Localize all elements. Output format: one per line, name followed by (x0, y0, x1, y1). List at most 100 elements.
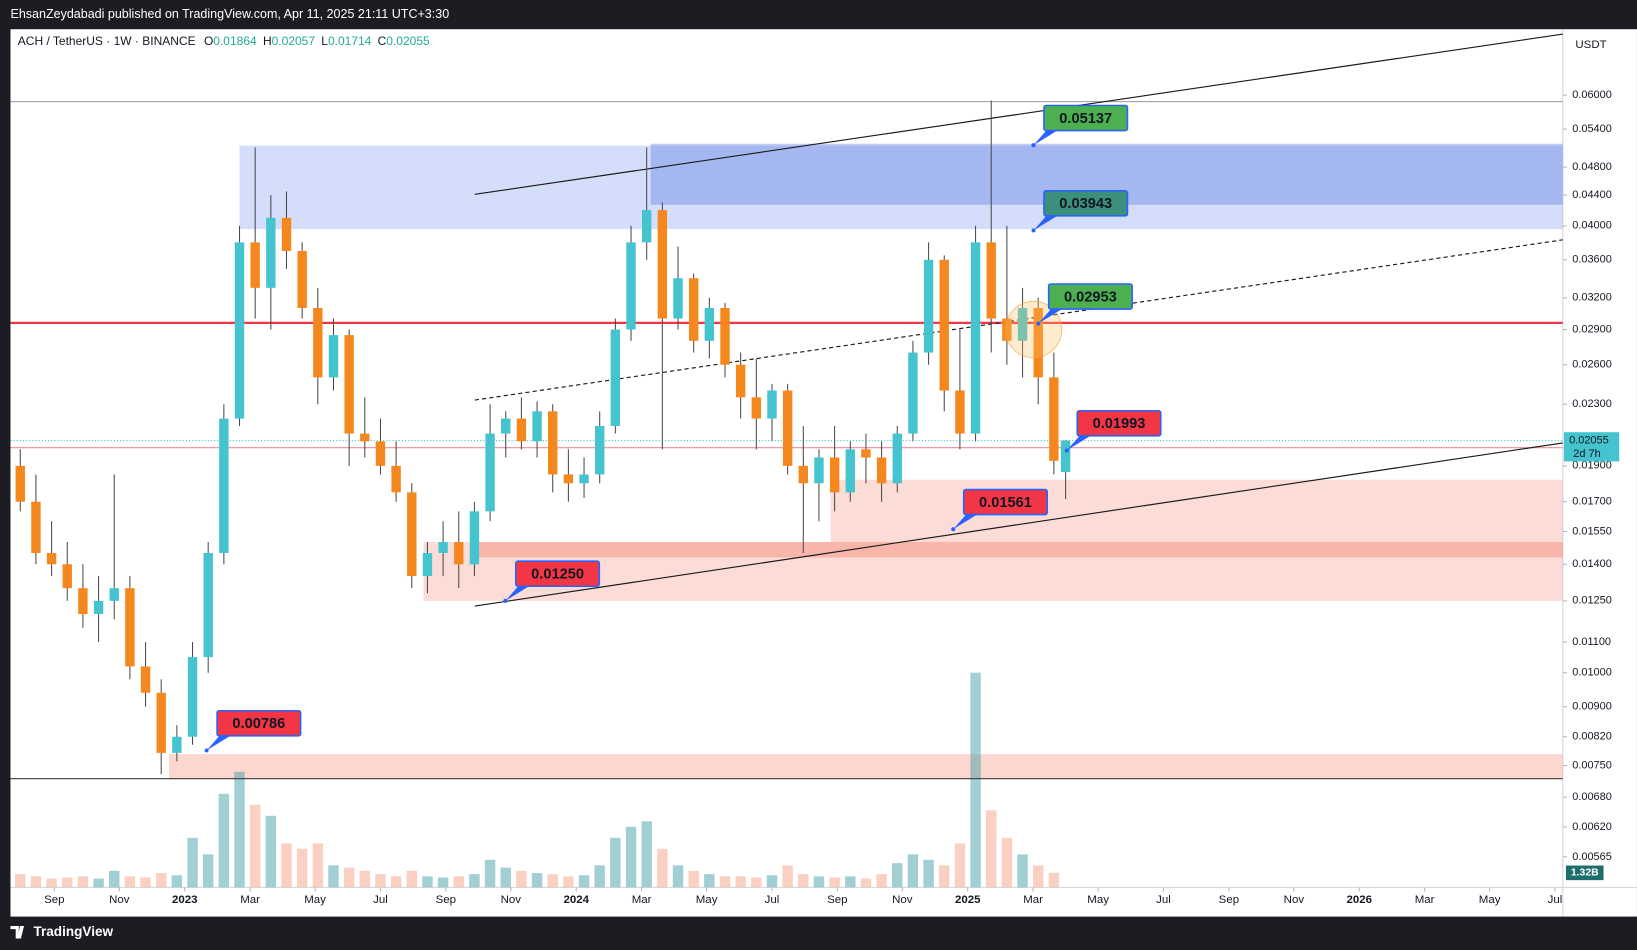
price-tag (1563, 432, 1620, 462)
volume-bar (735, 876, 746, 888)
volume-bar (422, 876, 433, 888)
zone (830, 479, 1563, 543)
candle-body (861, 449, 871, 458)
currency-unit: USDT (1575, 39, 1606, 51)
volume-bar (939, 865, 950, 888)
candle-body (485, 433, 495, 512)
candle-body (1060, 440, 1071, 473)
candle-body (845, 449, 855, 493)
volume-bar (500, 867, 511, 888)
volume-bar (876, 874, 887, 888)
y-tick-label: 0.02600 (1572, 359, 1612, 371)
callout-label: 0.01993 (1093, 416, 1146, 432)
volume-bar (249, 804, 261, 888)
volume-bar (359, 870, 371, 888)
volume-bar (453, 876, 464, 888)
y-tick-label: 0.00565 (1572, 851, 1612, 863)
volume-bar (625, 826, 637, 888)
volume-bar (296, 848, 308, 888)
volume-bar (923, 859, 934, 888)
volume-bar (704, 874, 715, 888)
legend-key: H (263, 34, 272, 48)
y-tick-label: 0.01550 (1572, 525, 1612, 537)
candle-body (156, 692, 166, 753)
y-tick-label: 0.02900 (1572, 323, 1612, 335)
callout-anchor (1064, 448, 1069, 453)
candle-body (360, 433, 370, 442)
candle-body (15, 465, 25, 502)
legend-value: 0.02057 (272, 34, 316, 48)
legend-value: 0.01864 (213, 34, 257, 48)
y-tick-label: 0.01100 (1572, 636, 1611, 648)
volume-bar (1032, 865, 1044, 888)
x-tick-label: May (1479, 894, 1501, 906)
brand: TradingView (33, 924, 113, 939)
callout-box (962, 488, 1048, 516)
volume-bar (281, 843, 292, 888)
x-tick-label: Mar (632, 894, 652, 906)
callout-anchor (1031, 228, 1036, 233)
candle-body (203, 552, 213, 658)
zone (169, 754, 1563, 779)
callout-anchor (503, 598, 508, 603)
candle-body (187, 657, 198, 737)
candle-body (1049, 377, 1059, 461)
x-tick-label: Nov (109, 894, 130, 906)
candle-body (438, 542, 448, 553)
x-tick-label: Mar (1023, 894, 1043, 906)
x-tick-label: 2025 (955, 894, 981, 906)
x-tick-label: Nov (1284, 894, 1305, 906)
price-tag-value: 0.02055 (1569, 434, 1609, 446)
y-tick-label: 0.04800 (1572, 161, 1612, 173)
volume-bar (202, 854, 214, 888)
candle-body (720, 308, 730, 365)
volume-bar (390, 876, 402, 888)
candle-body (970, 242, 981, 434)
volume-bar (484, 859, 496, 888)
x-tick-label: Nov (892, 894, 913, 906)
candle-body (328, 335, 339, 378)
volume-bar (813, 876, 825, 888)
y-tick-label: 0.03200 (1572, 292, 1612, 304)
callout-pointer (1033, 128, 1061, 146)
volume-tag (1565, 865, 1604, 881)
callout-pointer (1038, 306, 1066, 324)
candle-body (313, 308, 323, 378)
volume-bar (907, 854, 919, 888)
volume-bar (1017, 854, 1028, 888)
volume-bar (531, 873, 543, 888)
volume-bar (719, 876, 731, 888)
callout-label: 0.01561 (979, 495, 1032, 511)
volume-bar (187, 837, 198, 888)
y-tick-label: 0.01000 (1572, 667, 1612, 679)
candle-body (1002, 318, 1012, 341)
callout-label: 0.05137 (1059, 111, 1112, 127)
candle-body (422, 552, 433, 577)
candle-body (657, 210, 668, 319)
x-tick-label: Sep (44, 894, 64, 906)
volume-tag-label: 1.32B (1571, 868, 1599, 879)
candle-body (391, 465, 401, 493)
volume-bar (93, 878, 104, 888)
volume-bar (970, 672, 981, 888)
candle-body (673, 278, 683, 319)
volume-bar (610, 837, 621, 888)
candle-body (595, 425, 605, 475)
x-tick-label: 2026 (1346, 894, 1372, 906)
callout-box (1043, 190, 1129, 217)
plot-area (10, 33, 1563, 888)
volume-bar (265, 815, 277, 888)
publish-header: EhsanZeydabadi published on TradingView.… (10, 7, 449, 21)
zone (470, 542, 1563, 558)
y-tick-label: 0.05400 (1572, 123, 1612, 135)
candle-body (266, 217, 276, 288)
legend-value: 0.01714 (328, 34, 372, 48)
volume-bar (15, 874, 26, 888)
candle-body (1033, 308, 1043, 378)
x-tick-label: Mar (1415, 894, 1435, 906)
volume-bar (46, 878, 57, 888)
candle-body (234, 242, 245, 419)
volume-bar (140, 877, 151, 888)
candle-body (281, 217, 292, 251)
